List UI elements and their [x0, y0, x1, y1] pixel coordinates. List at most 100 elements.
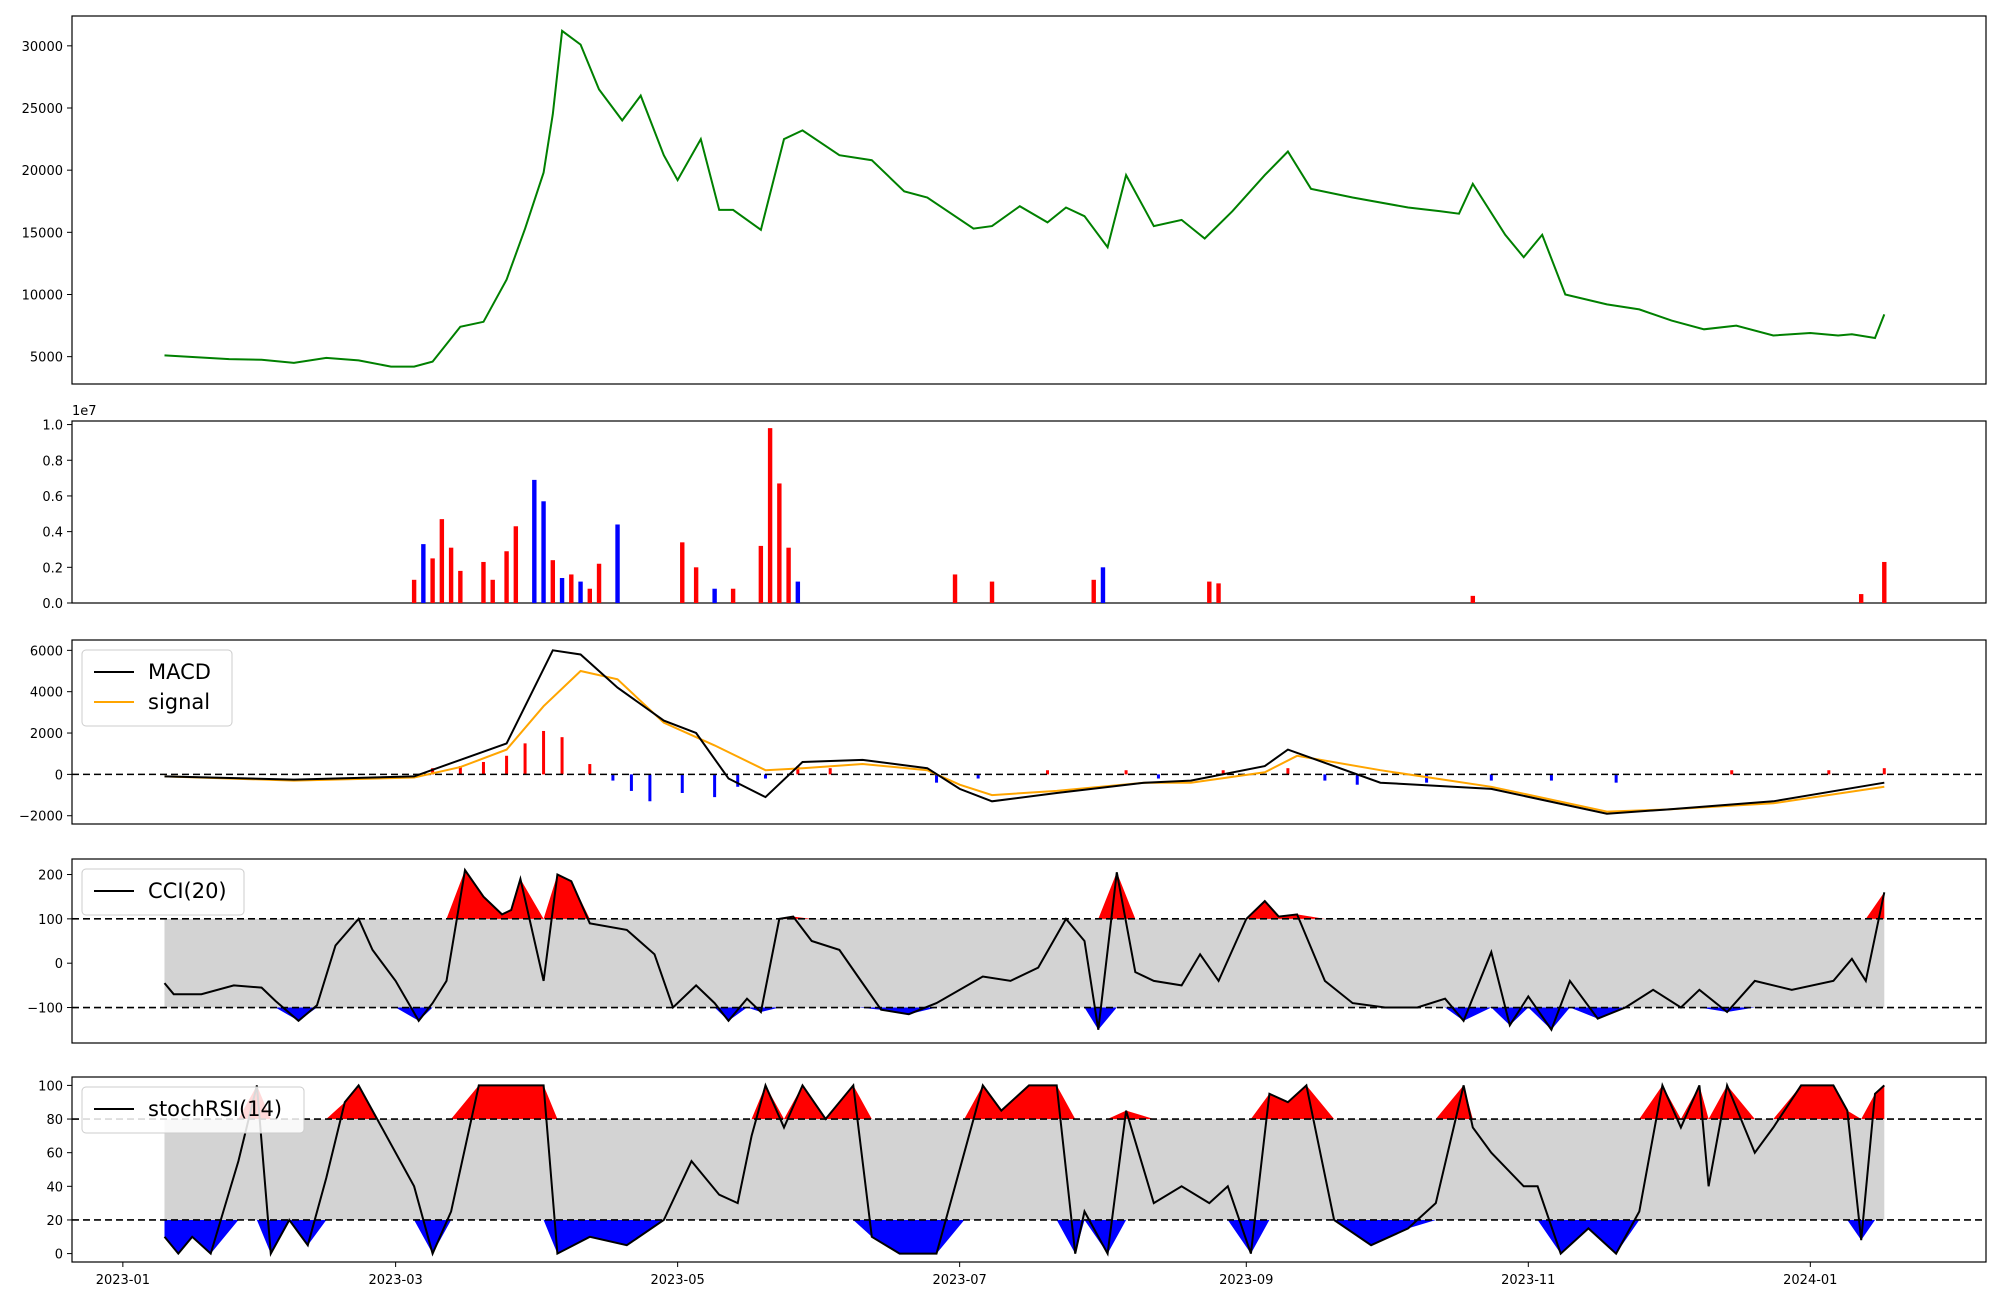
macd-histogram-bar: [1425, 774, 1429, 783]
volume-bar: [1100, 567, 1106, 603]
volume-bar: [1091, 579, 1096, 603]
volume-bar: [1858, 594, 1864, 603]
macd-histogram-bar: [828, 768, 832, 775]
y-tick-label: 15000: [22, 226, 63, 241]
macd-histogram-bar: [523, 743, 527, 775]
legend-box: [81, 1086, 305, 1134]
y-tick-label: 30000: [22, 40, 63, 55]
volume-bar: [786, 547, 791, 603]
y-tick-label: 0.4: [42, 526, 63, 541]
stochrsi-line: [163, 1081, 1885, 1257]
macd-histogram-bar: [1323, 774, 1327, 781]
y-tick-label: 0: [55, 768, 63, 783]
y-tick-label: 4000: [30, 686, 63, 701]
x-tick-label: 2023-07: [932, 1273, 986, 1288]
macd-histogram-bar: [1156, 774, 1160, 779]
oversold-fill: [164, 1220, 1885, 1254]
legend-label: MACD: [148, 660, 211, 684]
y-tick-label: 80: [46, 1113, 63, 1128]
macd-histogram-bar: [1827, 770, 1831, 775]
volume-panel: 0.0 0.2 0.4 0.6 0.8 1.0 1e7: [42, 404, 1987, 612]
macd-histogram-bar: [796, 766, 800, 775]
cci-line: [163, 867, 1886, 1032]
y-tick-label: 0.2: [42, 561, 63, 576]
volume-bar: [587, 588, 592, 603]
y-tick-label: 100: [38, 913, 63, 928]
x-tick-label: 2023-01: [96, 1273, 150, 1288]
y-tick-label: 60: [46, 1147, 63, 1162]
y-tick-label: 2000: [30, 727, 63, 742]
neutral-band: [164, 918, 1885, 1008]
macd-histogram-bar: [1882, 768, 1886, 775]
panel-frame: [71, 1076, 1987, 1263]
macd-line: [164, 649, 1885, 815]
volume-bar: [504, 551, 509, 603]
volume-bar: [559, 578, 565, 603]
volume-bar: [421, 544, 426, 603]
price-panel: 5000 10000 15000 20000 25000 30000: [22, 15, 1987, 385]
volume-bar: [569, 574, 574, 603]
y-tick-label: 25000: [22, 102, 63, 117]
macd-histogram-bar: [680, 774, 684, 793]
macd-histogram-bar: [629, 774, 633, 791]
x-tick-label: 2023-09: [1219, 1273, 1273, 1288]
macd-histogram-bar: [1355, 774, 1359, 785]
volume-bar: [439, 519, 445, 603]
volume-bar: [693, 567, 699, 603]
macd-histogram-bar: [458, 766, 462, 775]
volume-bar: [1207, 581, 1212, 603]
macd-histogram-bar: [588, 764, 592, 775]
y-tick-label: 0: [55, 1248, 63, 1263]
volume-bar: [430, 558, 435, 603]
volume-bar: [712, 588, 717, 603]
volume-scale-label: 1e7: [72, 404, 97, 419]
y-tick-label: 5000: [30, 351, 63, 366]
macd-histogram-bar: [1549, 774, 1553, 781]
y-tick-label: 6000: [30, 644, 63, 659]
volume-bar: [795, 581, 801, 603]
y-tick-label: −2000: [19, 810, 63, 825]
overbought-fill: [164, 1085, 1885, 1119]
macd-histogram-bar: [976, 774, 980, 779]
volume-bar: [767, 428, 773, 603]
macd-histogram-bar: [1286, 768, 1290, 775]
volume-bar: [481, 561, 486, 603]
macd-histogram-bar: [431, 768, 435, 775]
x-tick-label: 2024-01: [1783, 1273, 1837, 1288]
panel-frame: [71, 639, 1987, 825]
y-tick-label: 40: [46, 1180, 63, 1195]
macd-histogram-bar: [713, 774, 717, 798]
macd-histogram-bar: [505, 755, 509, 775]
volume-bar: [490, 579, 495, 603]
macd-histogram-bar: [935, 774, 939, 783]
y-tick-label: 100: [38, 1079, 63, 1094]
volume-bar: [730, 588, 736, 603]
y-tick-label: −100: [27, 1002, 63, 1017]
macd-histogram-bar: [1124, 770, 1128, 775]
legend-label: stochRSI(14): [148, 1097, 282, 1121]
volume-bar: [989, 581, 995, 603]
y-tick-label: 0.6: [42, 490, 63, 505]
macd-histogram-bar: [1045, 770, 1049, 775]
volume-bar: [458, 570, 463, 603]
volume-bar: [596, 563, 602, 603]
macd-histogram-bar: [1221, 770, 1225, 775]
legend-label: CCI(20): [148, 879, 227, 903]
volume-bar: [1216, 583, 1221, 603]
overbought-fill: [164, 870, 1885, 919]
y-tick-label: 0.8: [42, 454, 63, 469]
volume-bar: [550, 560, 556, 603]
legend-box: [81, 649, 233, 727]
volume-bar: [680, 542, 685, 603]
macd-histogram-bar: [763, 774, 767, 779]
panel-frame: [71, 15, 1987, 385]
signal-line: [164, 669, 1885, 813]
x-tick-label: 2023-03: [368, 1273, 422, 1288]
oversold-fill: [164, 1007, 1885, 1030]
macd-histogram-bar: [1730, 770, 1734, 775]
macd-panel: −2000 0 2000 4000 6000 MACD signal: [19, 639, 1987, 825]
volume-bar: [532, 479, 537, 603]
y-tick-label: 200: [38, 869, 63, 884]
